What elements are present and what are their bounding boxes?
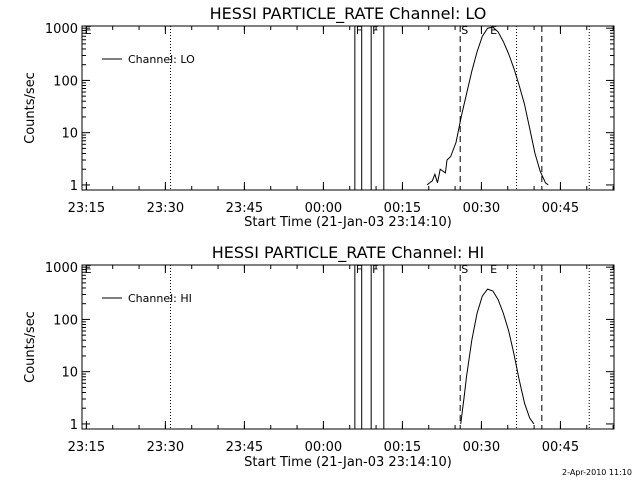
event-marker-E: E	[85, 263, 92, 276]
plot-date-stamp: 2-Apr-2010 11:10	[562, 468, 632, 477]
x-tick-label: 00:45	[542, 201, 579, 216]
plot-frame	[81, 25, 615, 191]
chart-panel-2: HESSI PARTICLE_RATE Channel: HI Counts/se…	[23, 243, 615, 470]
y-axis-label: Counts/sec	[23, 72, 38, 144]
event-marker-E: E	[85, 24, 92, 37]
y-tick-label: 100	[53, 313, 78, 328]
y-tick-label: 10	[61, 127, 78, 142]
x-tick-label: 23:30	[147, 201, 184, 216]
x-tick-label: 23:45	[226, 201, 263, 216]
y-tick-label: 100	[53, 74, 78, 89]
y-tick-label: 1	[70, 179, 78, 194]
x-tick-label: 00:00	[305, 440, 342, 455]
chart-title: HESSI PARTICLE_RATE Channel: HI	[212, 243, 485, 263]
event-marker-S: S	[461, 263, 468, 276]
event-marker-F: F	[356, 24, 362, 37]
series-line-1	[460, 288, 535, 425]
x-axis-label: Start Time (21-Jan-03 23:14:10)	[244, 215, 452, 230]
chart-title: HESSI PARTICLE_RATE Channel: LO	[210, 4, 487, 24]
event-marker-S: S	[461, 24, 468, 37]
x-tick-label: 00:30	[463, 201, 500, 216]
chart-panel-1: HESSI PARTICLE_RATE Channel: LO Counts/se…	[23, 4, 615, 230]
plot-frame	[81, 264, 615, 430]
x-axis-label: Start Time (21-Jan-03 23:14:10)	[244, 455, 452, 470]
x-tick-label: 00:45	[542, 440, 579, 455]
x-tick-label: 23:15	[68, 201, 105, 216]
legend-entry: Channel: HI	[128, 292, 192, 305]
series-line-1	[426, 26, 549, 186]
x-tick-label: 23:15	[68, 440, 105, 455]
y-axis-label: Counts/sec	[23, 311, 38, 383]
legend-entry: Channel: LO	[128, 53, 195, 66]
x-tick-label: 00:15	[384, 440, 421, 455]
x-tick-label: 23:45	[226, 440, 263, 455]
x-tick-label: 00:30	[463, 440, 500, 455]
x-tick-label: 00:15	[384, 201, 421, 216]
event-marker-E: E	[490, 263, 497, 276]
event-marker-F: F	[372, 24, 378, 37]
y-tick-label: 1	[70, 418, 78, 433]
event-marker-F: F	[372, 263, 378, 276]
y-tick-label: 1000	[45, 261, 78, 276]
y-tick-label: 1000	[45, 22, 78, 37]
y-tick-label: 10	[61, 366, 78, 381]
event-marker-F: F	[356, 263, 362, 276]
event-marker-E: E	[490, 24, 497, 37]
x-tick-label: 23:30	[147, 440, 184, 455]
x-tick-label: 00:00	[305, 201, 342, 216]
